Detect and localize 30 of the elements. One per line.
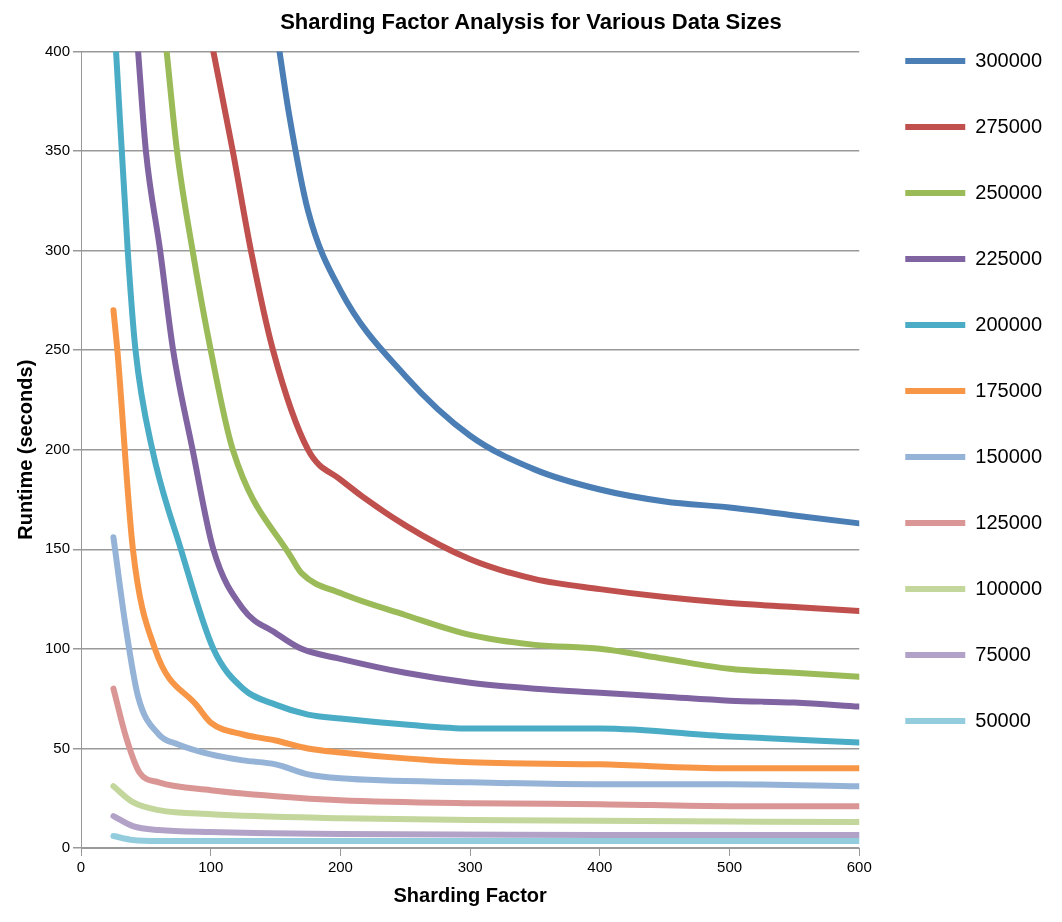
legend-label: 50000 (975, 708, 1031, 731)
y-tick-label: 150 (45, 539, 71, 557)
y-axis-title: Runtime (seconds) (13, 359, 36, 540)
legend-label: 300000 (975, 48, 1043, 71)
y-tick-label: 300 (45, 240, 71, 258)
x-tick-label: 600 (846, 858, 872, 876)
legend-label: 100000 (975, 576, 1043, 599)
legend-label: 175000 (975, 378, 1043, 401)
legend-label: 250000 (975, 180, 1043, 203)
y-tick-label: 100 (45, 638, 71, 656)
x-tick-label: 0 (76, 858, 86, 876)
x-tick-label: 200 (327, 858, 353, 876)
y-tick-label: 200 (45, 439, 71, 457)
x-tick-label: 100 (198, 858, 224, 876)
y-tick-label: 400 (45, 41, 71, 59)
x-tick-label: 500 (717, 858, 743, 876)
y-tick-label: 50 (53, 738, 71, 756)
legend-label: 225000 (975, 246, 1043, 269)
y-tick-label: 350 (45, 141, 71, 159)
legend-label: 125000 (975, 510, 1043, 533)
chart-title: Sharding Factor Analysis for Various Data Sizes (280, 9, 782, 35)
legend-label: 75000 (975, 642, 1031, 665)
legend-label: 275000 (975, 114, 1043, 137)
x-axis-title: Sharding Factor (393, 883, 548, 906)
x-tick-label: 300 (457, 858, 483, 876)
x-tick-label: 400 (587, 858, 613, 876)
legend-label: 150000 (975, 444, 1043, 467)
legend-label: 200000 (975, 312, 1043, 335)
y-tick-label: 250 (45, 340, 71, 358)
y-tick-label: 0 (61, 838, 71, 856)
